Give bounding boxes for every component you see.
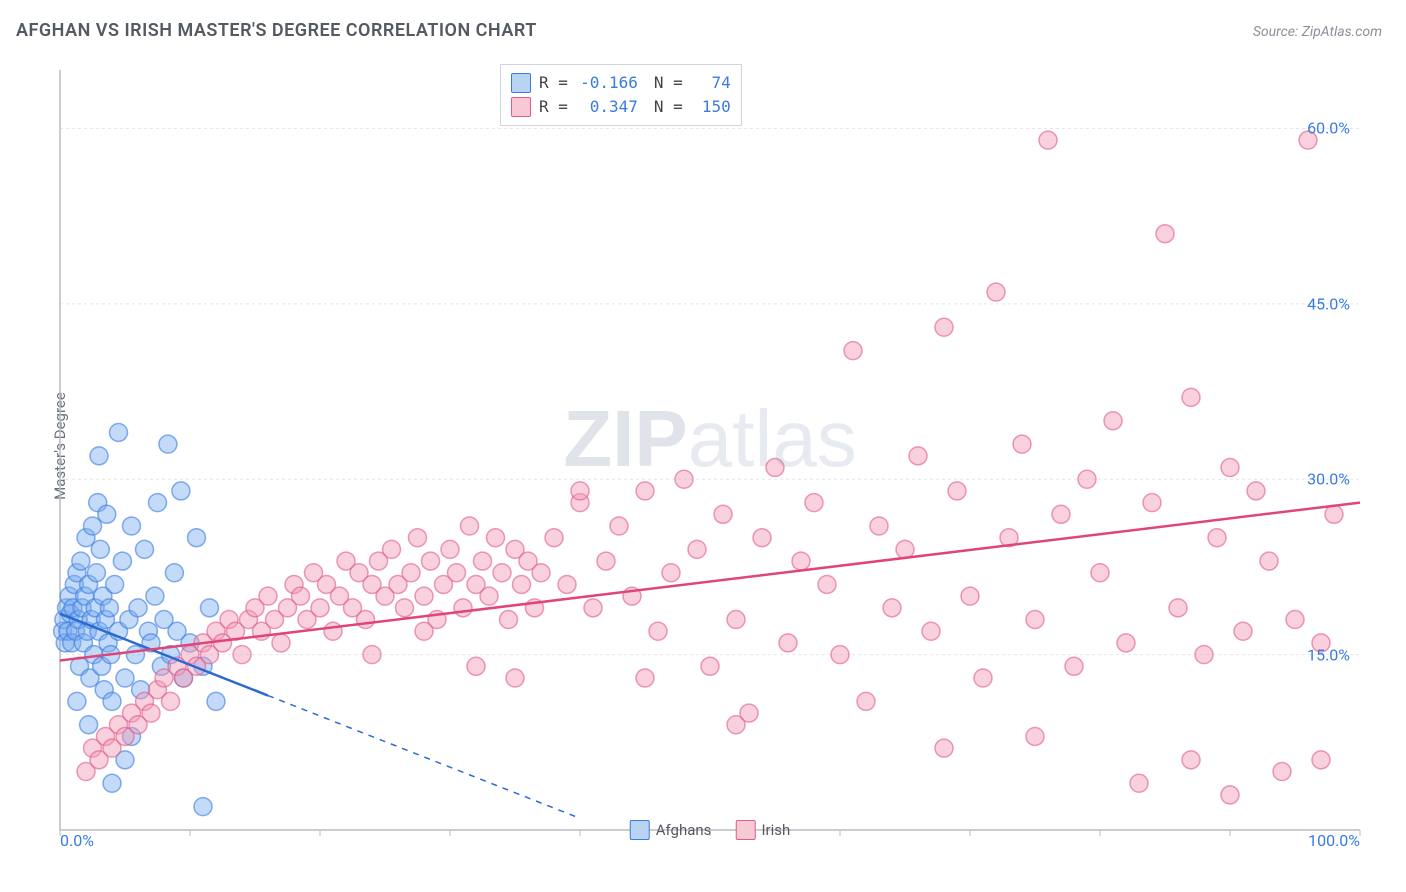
r-label: R = [539, 71, 568, 95]
corr-legend-row: R = 0.347 N = 150 [511, 95, 731, 119]
n-value: 150 [691, 95, 731, 119]
legend-label: Irish [761, 821, 790, 839]
y-tick-label: 45.0% [1307, 294, 1350, 313]
legend-swatch [511, 97, 531, 117]
scatter-plot [50, 60, 1370, 850]
series-legend-item: Afghans [630, 820, 712, 840]
source-attribution: Source: ZipAtlas.com [1253, 24, 1382, 40]
chart-title: AFGHAN VS IRISH MASTER'S DEGREE CORRELAT… [16, 20, 537, 41]
legend-label: Afghans [656, 821, 712, 839]
x-axis-min-label: 0.0% [60, 831, 94, 850]
chart-area: ZIPatlas R =-0.166N =74R =0.347N =150 15… [50, 60, 1370, 850]
y-tick-label: 60.0% [1307, 119, 1350, 138]
r-value: -0.166 [576, 71, 638, 95]
n-value: 74 [691, 71, 731, 95]
r-label: R = [539, 95, 568, 119]
legend-swatch [630, 820, 650, 840]
corr-legend-row: R = -0.166 N = 74 [511, 71, 731, 95]
series-legend-item: Irish [735, 820, 790, 840]
legend-swatch [735, 820, 755, 840]
chart-container: AFGHAN VS IRISH MASTER'S DEGREE CORRELAT… [0, 0, 1406, 892]
y-tick-label: 30.0% [1307, 470, 1350, 489]
x-axis-max-label: 100.0% [1308, 831, 1360, 850]
n-label: N = [654, 71, 683, 95]
r-value: 0.347 [576, 95, 638, 119]
legend-swatch [511, 73, 531, 93]
n-label: N = [654, 95, 683, 119]
y-tick-label: 15.0% [1307, 645, 1350, 664]
series-legend: Afghans Irish [630, 820, 791, 840]
correlation-legend: R = -0.166 N = 74 R = 0.347 N = 150 [500, 64, 742, 126]
